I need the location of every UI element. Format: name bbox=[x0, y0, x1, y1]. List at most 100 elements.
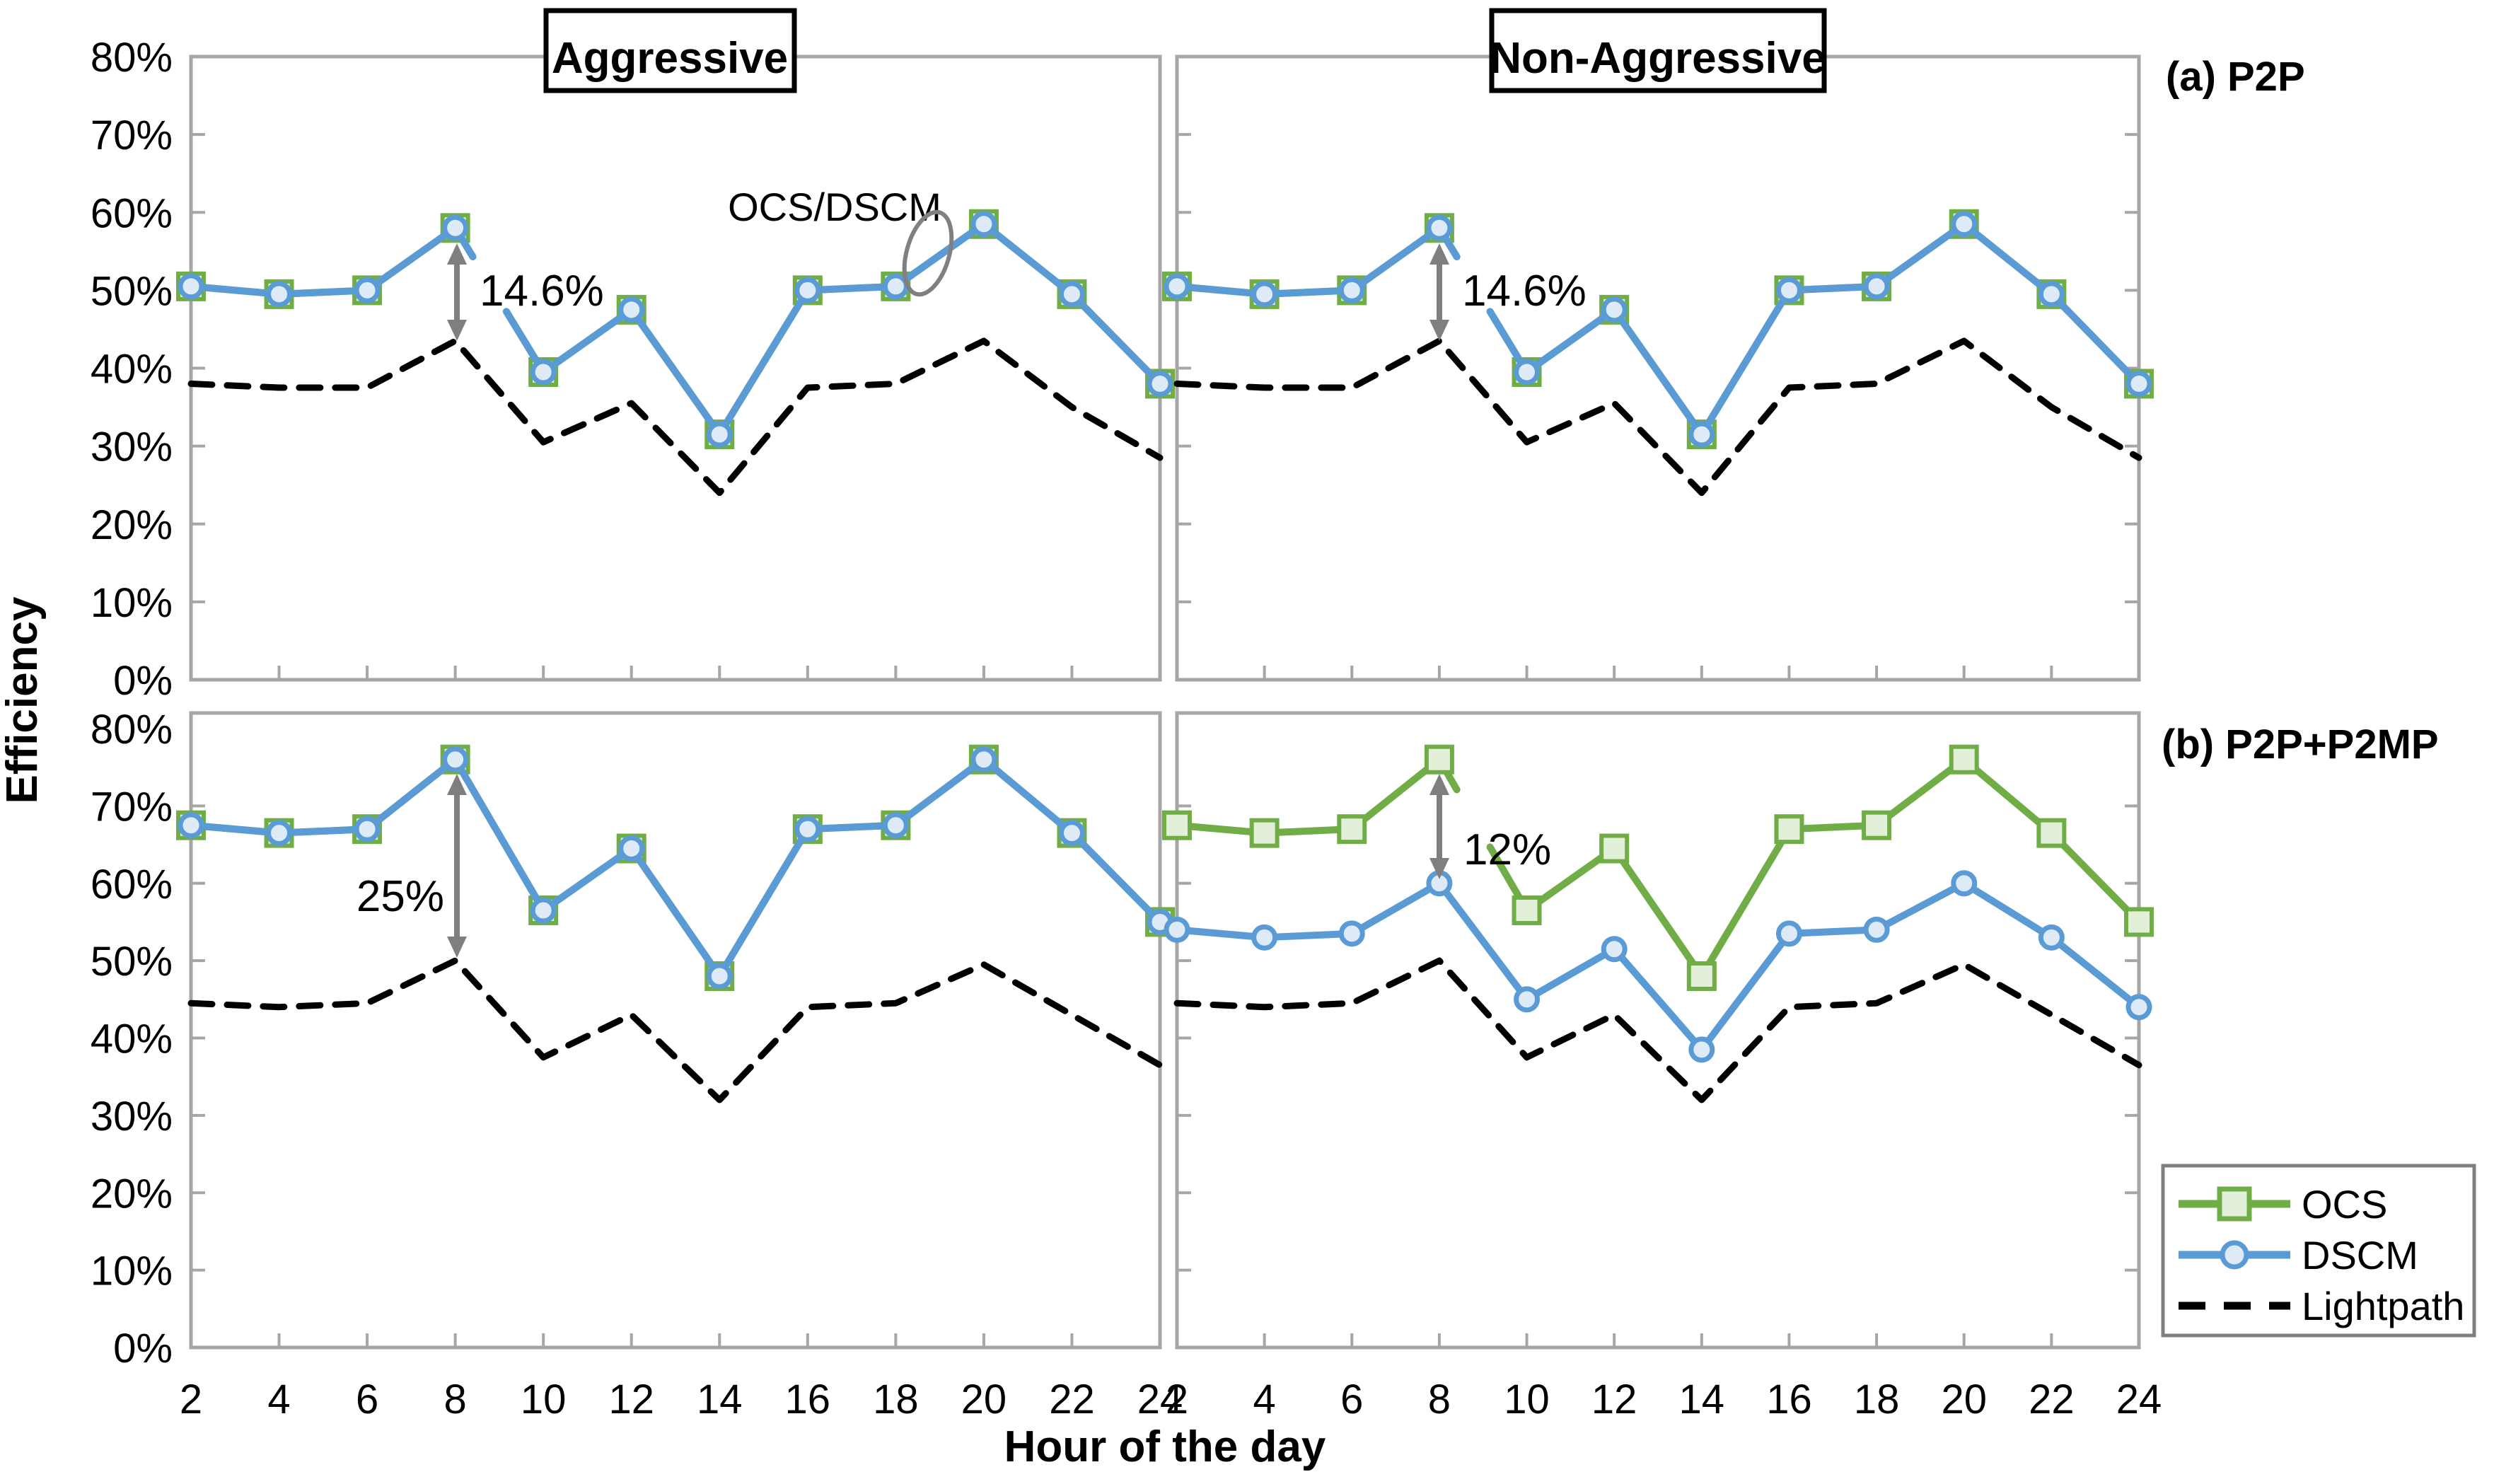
legend-dscm-label: DSCM bbox=[2302, 1233, 2418, 1277]
x-tick-label: 16 bbox=[1766, 1376, 1812, 1422]
panels: 80%70%60%50%40%30%20%10%0%80%70%60%50%40… bbox=[91, 35, 2162, 1422]
y-tick-label: 20% bbox=[91, 502, 173, 548]
marker-dscm-circle bbox=[1775, 920, 1802, 947]
marker-dscm-circle bbox=[2038, 924, 2065, 951]
marker-dscm-circle bbox=[1164, 916, 1190, 943]
marker-dscm-circle bbox=[1863, 916, 1890, 943]
legend-box bbox=[2161, 1164, 2476, 1338]
title-box-aggressive bbox=[543, 8, 797, 93]
y-tick-label: 40% bbox=[91, 347, 173, 393]
y-tick-label: 50% bbox=[91, 268, 173, 314]
marker-dscm-circle bbox=[178, 812, 204, 839]
x-tick-label: 10 bbox=[521, 1376, 567, 1422]
gain-arrow-p2mp-nonaggressive bbox=[1429, 774, 1449, 879]
marker-dscm-circle bbox=[530, 359, 557, 386]
x-tick-label: 18 bbox=[1854, 1376, 1900, 1422]
y-tick-label: 80% bbox=[91, 35, 173, 81]
marker-dscm-circle bbox=[1147, 371, 1173, 398]
series-line-ocs bbox=[1173, 755, 1461, 837]
marker-dscm-circle bbox=[1688, 1036, 1715, 1063]
marker-dscm-circle bbox=[1601, 296, 1628, 323]
x-tick-label: 4 bbox=[1253, 1376, 1276, 1422]
y-tick-label: 30% bbox=[91, 1094, 173, 1140]
marker-dscm-circle bbox=[970, 746, 997, 773]
marker-dscm-circle bbox=[354, 277, 381, 303]
gain-label-p2mp-nonaggressive: 12% bbox=[1463, 825, 1551, 874]
marker-dscm-circle bbox=[882, 273, 909, 300]
marker-dscm-circle bbox=[1601, 936, 1628, 963]
gain-label-p2p-nonaggressive: 14.6% bbox=[1462, 267, 1587, 315]
marker-dscm-circle bbox=[794, 277, 821, 303]
series-line-lightpath bbox=[187, 957, 1164, 1103]
series-line-dscm bbox=[1173, 879, 2142, 1053]
marker-ocs-square bbox=[1774, 814, 1804, 845]
marker-dscm-circle bbox=[1426, 214, 1453, 241]
marker-dscm-circle bbox=[1338, 920, 1365, 947]
marker-ocs-square bbox=[1862, 810, 1892, 840]
series-line-ocs bbox=[1173, 224, 1461, 298]
marker-dscm-circle bbox=[1951, 870, 1978, 897]
gain-arrow-p2p-nonaggressive bbox=[1429, 243, 1449, 341]
y-tick-label: 70% bbox=[91, 112, 173, 158]
panel-p2p-p2mp-aggressive bbox=[176, 711, 1175, 1350]
x-tick-label: 2 bbox=[180, 1376, 202, 1422]
marker-dscm-circle bbox=[1514, 986, 1541, 1013]
overlap-ellipse bbox=[902, 209, 954, 297]
legend-lightpath-label: Lightpath bbox=[2302, 1284, 2464, 1328]
x-tick-label: 6 bbox=[356, 1376, 378, 1422]
row-label-p2p-p2mp: (b) P2P+P2MP bbox=[2162, 721, 2439, 767]
x-tick-label: 16 bbox=[785, 1376, 831, 1422]
x-tick-label: 8 bbox=[444, 1376, 467, 1422]
panel-border bbox=[1175, 711, 2141, 1350]
row-label-p2p: (a) P2P bbox=[2166, 54, 2305, 100]
marker-ocs-square bbox=[1162, 810, 1192, 840]
x-tick-label: 10 bbox=[1504, 1376, 1550, 1422]
panel-border bbox=[189, 711, 1162, 1350]
column-titles: Aggressive Non-Aggressive bbox=[543, 8, 1827, 93]
x-tick-label: 6 bbox=[1340, 1376, 1363, 1422]
panel-p2p-p2mp-nonaggressive bbox=[1162, 711, 2154, 1350]
marker-ocs-square bbox=[1249, 818, 1280, 848]
marker-ocs-square bbox=[1337, 814, 1367, 845]
marker-dscm-circle bbox=[266, 820, 293, 847]
marker-ocs-square bbox=[2036, 818, 2067, 848]
x-tick-label: 18 bbox=[873, 1376, 919, 1422]
gain-arrow-p2p-aggressive bbox=[447, 243, 467, 341]
marker-ocs-square bbox=[1424, 744, 1454, 775]
series-line-ocs bbox=[187, 755, 1164, 980]
panel-p2p-nonaggressive bbox=[1162, 54, 2154, 682]
marker-dscm-circle bbox=[1514, 359, 1541, 386]
x-tick-label: 8 bbox=[1428, 1376, 1451, 1422]
y-tick-label: 0% bbox=[113, 1326, 173, 1372]
marker-dscm-circle bbox=[618, 835, 645, 862]
series-line-lightpath bbox=[1173, 957, 2142, 1103]
marker-dscm-circle bbox=[1688, 421, 1715, 448]
title-aggressive: Aggressive bbox=[552, 34, 788, 83]
marker-dscm-circle bbox=[2038, 281, 2065, 308]
x-tick-label: 24 bbox=[1137, 1376, 1183, 1422]
gain-label-p2mp-aggressive: 25% bbox=[356, 872, 444, 921]
marker-dscm-circle bbox=[1338, 277, 1365, 303]
y-tick-label: 10% bbox=[91, 580, 173, 626]
marker-ocs-square bbox=[1686, 961, 1717, 991]
marker-ocs-square bbox=[1949, 744, 1979, 775]
series-line-ocs bbox=[187, 224, 477, 298]
marker-dscm-circle bbox=[354, 816, 381, 842]
y-tick-label: 10% bbox=[91, 1248, 173, 1294]
x-tick-label: 14 bbox=[1679, 1376, 1725, 1422]
marker-dscm-circle bbox=[1058, 820, 1085, 847]
series-line-lightpath bbox=[1173, 337, 2142, 497]
marker-dscm-circle bbox=[706, 963, 733, 990]
x-tick-label: 20 bbox=[1941, 1376, 1987, 1422]
marker-dscm-circle bbox=[1775, 277, 1802, 303]
marker-dscm-circle bbox=[970, 211, 997, 238]
marker-ocs-square bbox=[2124, 907, 2154, 937]
marker-dscm-circle bbox=[178, 273, 204, 300]
marker-dscm-circle bbox=[706, 421, 733, 448]
y-tick-label: 0% bbox=[113, 658, 173, 704]
marker-dscm-circle bbox=[442, 746, 469, 773]
series-line-lightpath bbox=[187, 337, 1164, 497]
marker-dscm-circle bbox=[1951, 211, 1978, 238]
marker-dscm-circle bbox=[882, 812, 909, 839]
